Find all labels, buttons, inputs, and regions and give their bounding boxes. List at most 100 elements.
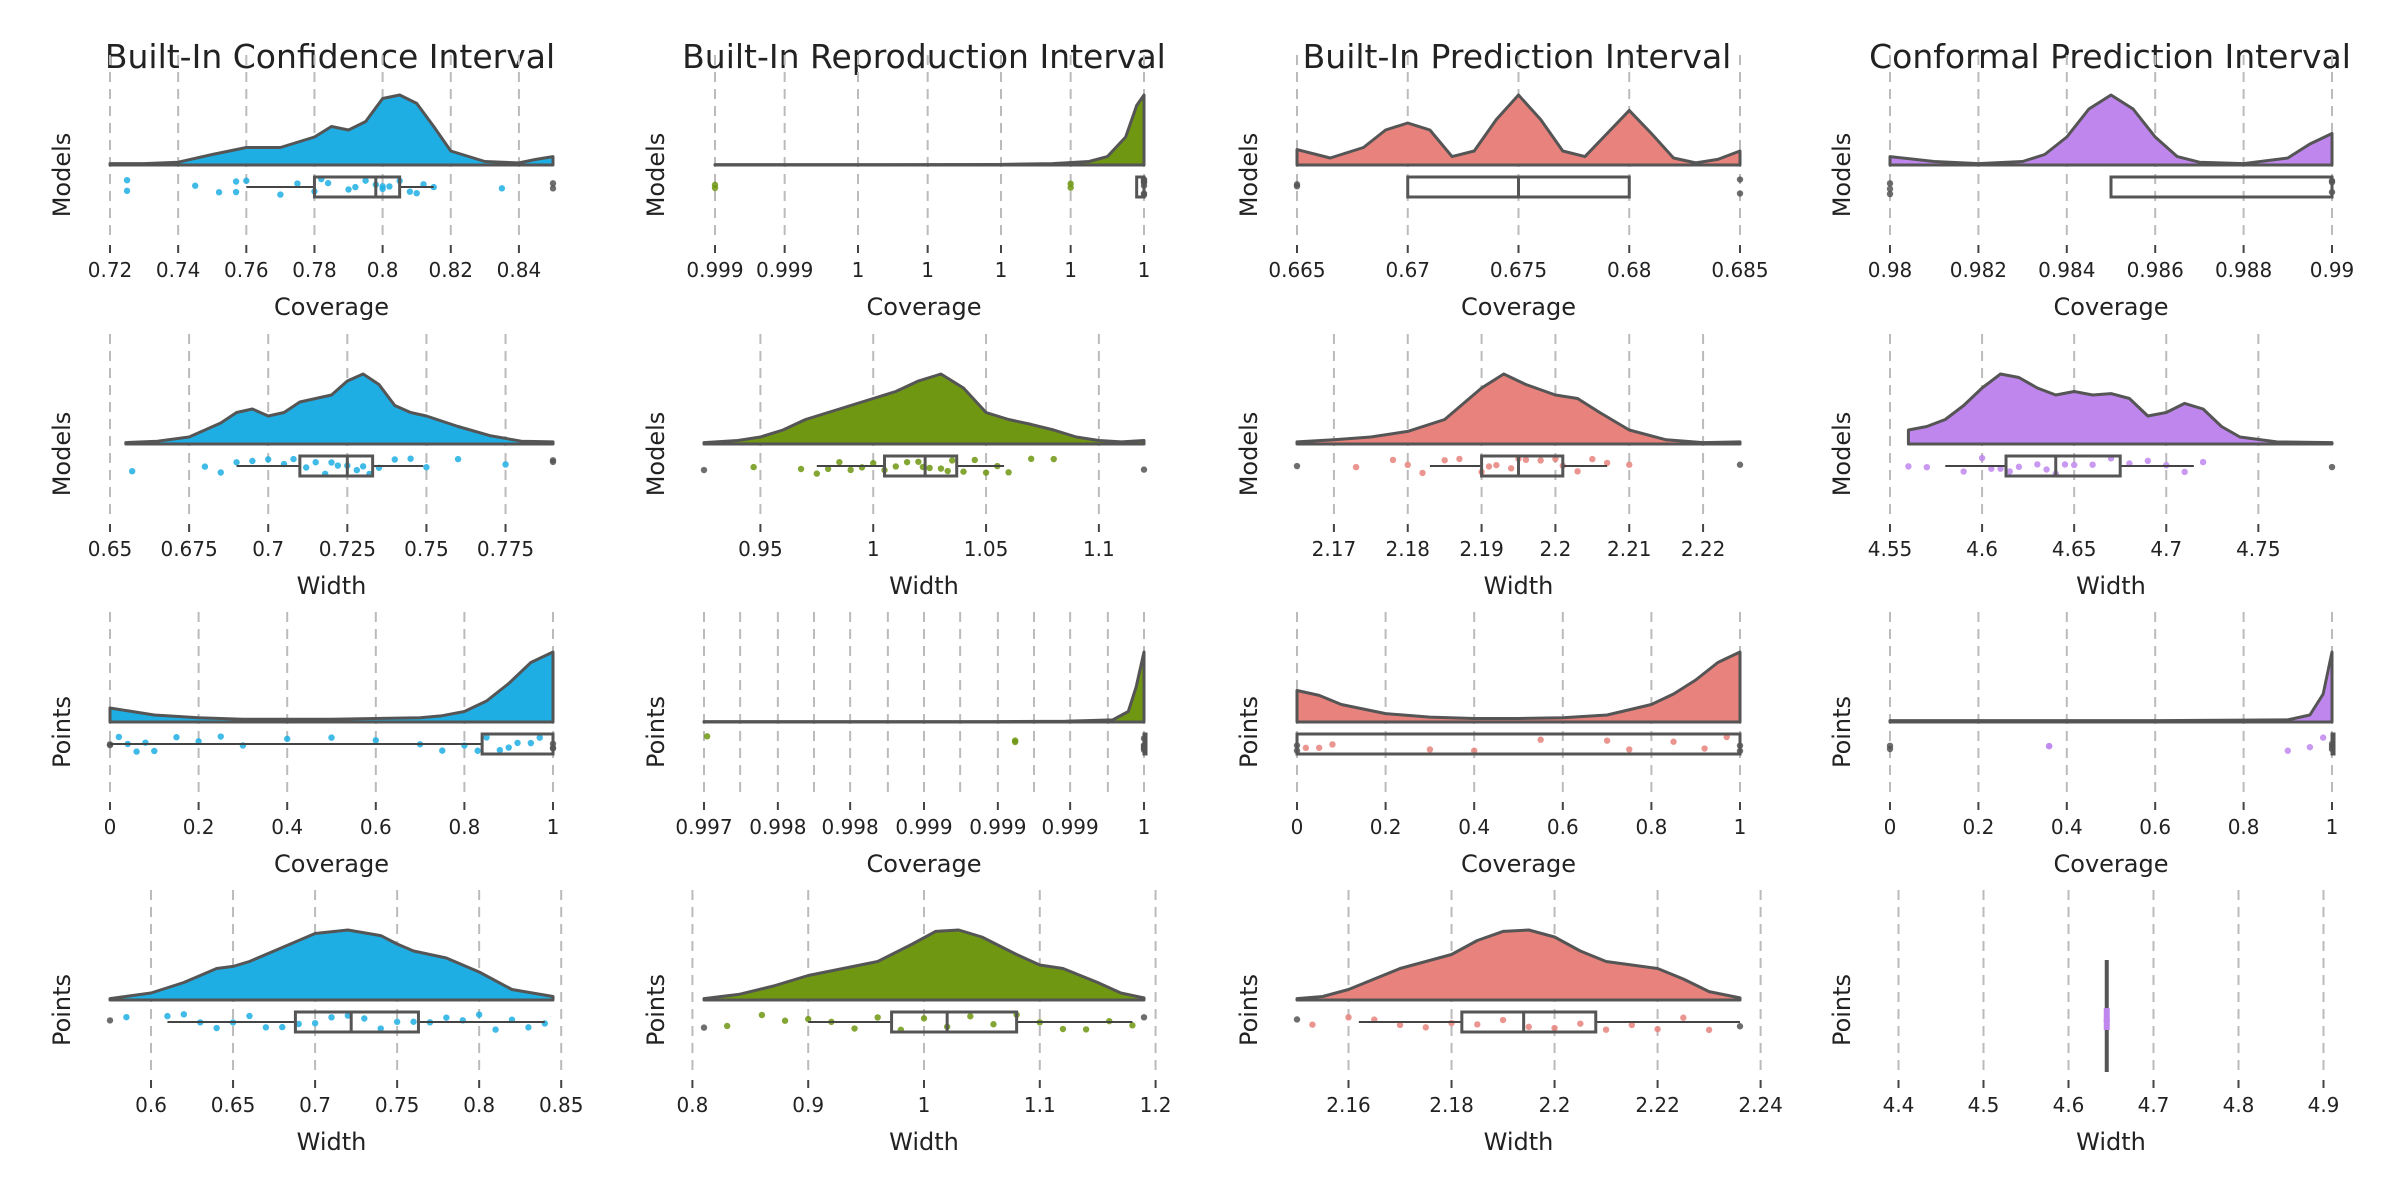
y-axis-label: Models (48, 412, 76, 497)
data-point (290, 455, 297, 463)
data-point (201, 463, 209, 470)
data-point (133, 748, 140, 755)
data-point (505, 744, 512, 751)
data-point (1960, 468, 1967, 475)
x-axis-label: Coverage (274, 293, 389, 321)
tick-label: 0.665 (1268, 258, 1325, 282)
data-point (249, 457, 256, 465)
data-point (386, 183, 393, 190)
tick-label: 0.6 (2139, 815, 2171, 839)
data-point (345, 186, 352, 193)
panel-r0-c1: 0.999 0.999 1 1 1 1 1 Models Coverage (642, 55, 1150, 321)
data-point (359, 463, 367, 470)
y-axis-label: Models (48, 133, 76, 218)
y-axis-label: Points (1235, 696, 1263, 768)
y-axis-label: Models (642, 133, 670, 218)
data-point (1603, 737, 1611, 744)
panel-r3-c3: 4.4 4.5 4.6 4.7 4.8 4.9 Points Width (1828, 890, 2339, 1156)
tick-label: 0.78 (292, 258, 337, 282)
data-point (496, 746, 504, 754)
data-point (1426, 746, 1434, 753)
data-point (232, 188, 240, 196)
data-point (1129, 1022, 1136, 1029)
y-axis-label: Points (642, 974, 670, 1046)
tick-label: 2.2 (1540, 537, 1572, 561)
data-point (2144, 457, 2152, 465)
density-curve (702, 928, 1146, 1002)
data-point (191, 182, 199, 189)
data-point (813, 470, 821, 477)
data-point (1499, 1016, 1507, 1024)
data-point (750, 463, 757, 471)
x-axis-label: Coverage (274, 850, 389, 878)
data-point (1736, 176, 1744, 183)
data-point (2328, 463, 2336, 471)
panel-r2-c1: 0.997 0.998 0.998 0.999 0.999 0.999 1 Points Cov… (642, 612, 1150, 878)
box-iqr (2109, 175, 2334, 199)
data-point (2089, 461, 2096, 468)
y-axis-label: Models (1828, 133, 1856, 218)
column-title-0: Built-In Confidence Interval (105, 37, 555, 76)
panel-r0-c3: 0.98 0.982 0.984 0.986 0.988 0.99 Models Covera… (1828, 55, 2354, 321)
data-point (233, 459, 240, 466)
tick-label: 1 (2326, 815, 2339, 839)
data-point (1628, 1021, 1636, 1029)
data-point (265, 456, 272, 463)
data-point (361, 1015, 368, 1022)
box-iqr (890, 1010, 1019, 1034)
data-point (1988, 465, 1995, 472)
tick-label: 4.4 (1883, 1093, 1915, 1117)
data-point (498, 185, 506, 192)
data-point (1670, 738, 1677, 745)
tick-label: 4.75 (2236, 537, 2281, 561)
tick-label: 0.2 (1962, 815, 1994, 839)
data-point (549, 458, 557, 466)
data-point (926, 464, 933, 472)
panel-r0-c2: 0.665 0.67 0.675 0.68 0.685 Models Coverage (1235, 55, 1769, 321)
data-point (1027, 455, 1035, 463)
data-point (1345, 1014, 1352, 1021)
box-iqr (298, 454, 375, 478)
data-point (915, 458, 922, 465)
y-axis-label: Points (642, 696, 670, 768)
tick-label: 0.775 (477, 537, 534, 561)
data-point (1626, 746, 1633, 753)
x-axis-label: Width (2076, 1128, 2146, 1156)
tick-label: 0.986 (2127, 258, 2184, 282)
data-point (1736, 1023, 1744, 1030)
data-point (824, 465, 832, 473)
tick-label: 0.999 (756, 258, 813, 282)
data-point (294, 180, 301, 187)
tick-label: 0.4 (1458, 815, 1490, 839)
data-point (2199, 458, 2207, 466)
y-axis-label: Points (1828, 974, 1856, 1046)
data-point (391, 456, 398, 463)
data-point (1422, 1024, 1429, 1031)
data-point (295, 1020, 302, 1028)
y-axis-label: Points (1828, 696, 1856, 768)
data-point (1886, 180, 1894, 187)
data-point (971, 456, 978, 464)
tick-label: 0.76 (224, 258, 269, 282)
panel-r1-c1: 0.95 1 1.05 1.1 Models Width (642, 334, 1148, 600)
data-point (1978, 454, 1986, 462)
data-point (1551, 1024, 1558, 1032)
tick-label: 0 (1884, 815, 1897, 839)
data-point (1507, 465, 1515, 472)
data-point (1140, 1014, 1148, 1021)
tick-label: 0.4 (2051, 815, 2083, 839)
data-point (1997, 465, 2004, 472)
data-point (525, 1024, 532, 1031)
data-point (847, 466, 854, 474)
data-point (892, 463, 899, 470)
tick-label: 0.68 (1607, 258, 1652, 282)
data-point (1493, 461, 1500, 469)
data-point (1589, 455, 1596, 463)
tick-label: 1.2 (1140, 1093, 1172, 1117)
tick-label: 0.67 (1385, 258, 1430, 282)
tick-label: 0.8 (677, 1093, 709, 1117)
data-point (2284, 747, 2291, 754)
data-point (797, 465, 805, 473)
data-point (549, 185, 557, 192)
data-point (1050, 455, 1057, 463)
